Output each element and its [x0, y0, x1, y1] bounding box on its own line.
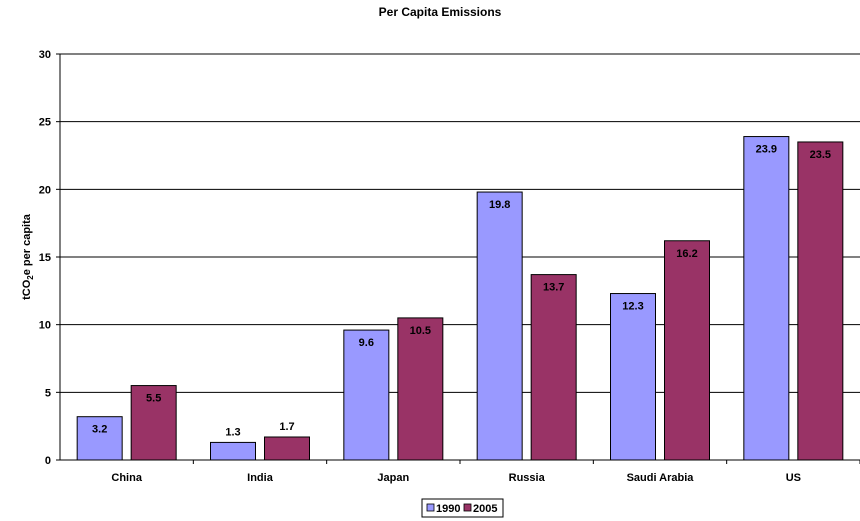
gridlines [60, 53, 860, 393]
bar-2005-5 [797, 141, 844, 461]
data-label-1990-5: 23.9 [756, 144, 777, 156]
legend-swatch-1990 [426, 503, 435, 512]
x-tick-label: Russia [509, 472, 546, 484]
x-tick-label: China [111, 472, 142, 484]
chart-title: Per Capita Emissions [379, 5, 502, 19]
y-axis-label: tCO2e per capita [21, 213, 35, 300]
data-label-1990-0: 3.2 [92, 424, 107, 436]
y-tick-label-15: 15 [39, 252, 51, 264]
data-label-2005-4: 16.2 [676, 248, 697, 260]
y-tick-label-0: 0 [45, 455, 51, 467]
bar-2005-3 [530, 274, 577, 461]
bar-1990-0 [76, 416, 123, 461]
bar-2005-1 [264, 436, 310, 461]
bar-1990-1 [210, 441, 256, 461]
x-tick-label: India [247, 472, 274, 484]
data-label-1990-2: 9.6 [359, 337, 374, 349]
y-tick-label-20: 20 [39, 184, 51, 196]
y-axis-label-part-1: tCO [21, 279, 33, 300]
y-tick-label-25: 25 [39, 117, 51, 129]
labels: 0 5 10 15 20 25 30 China 3.2 5.5 India 1.3 1.7 Japan 9… [39, 49, 831, 484]
bar-2005-4 [664, 240, 710, 461]
x-tick-label: Japan [377, 472, 409, 484]
legend-label-2005: 2005 [473, 503, 497, 515]
bar-1990-4 [610, 293, 656, 461]
y-tick-label-10: 10 [39, 320, 51, 332]
data-label-2005-3: 13.7 [543, 282, 564, 294]
data-label-1990-1: 1.3 [225, 426, 240, 438]
x-tick-label: US [786, 472, 801, 484]
legend-swatch-2005 [463, 503, 472, 512]
legend-label-1990: 1990 [436, 503, 460, 515]
y-tick-label-5: 5 [45, 387, 51, 399]
bar-2005-0 [130, 385, 177, 461]
bar-1990-2 [343, 329, 390, 461]
y-axis-label-part-3: e per capita [21, 213, 33, 275]
bar-2005-2 [397, 317, 444, 461]
data-label-2005-5: 23.5 [810, 149, 831, 161]
bar-1990-3 [476, 191, 523, 461]
data-label-1990-4: 12.3 [622, 301, 643, 313]
data-label-2005-0: 5.5 [146, 393, 161, 405]
data-label-1990-3: 19.8 [489, 199, 510, 211]
bar-1990-5 [743, 136, 790, 461]
x-tick-label: Saudi Arabia [627, 472, 695, 484]
legend-box [421, 498, 504, 518]
axes [56, 53, 860, 464]
y-axis-label-subscript: 2 [26, 275, 35, 280]
y-tick-label-30: 30 [39, 49, 51, 61]
legend: 1990 2005 [421, 498, 504, 518]
bars [76, 136, 844, 461]
data-label-2005-1: 1.7 [279, 421, 294, 433]
data-label-2005-2: 10.5 [410, 325, 431, 337]
